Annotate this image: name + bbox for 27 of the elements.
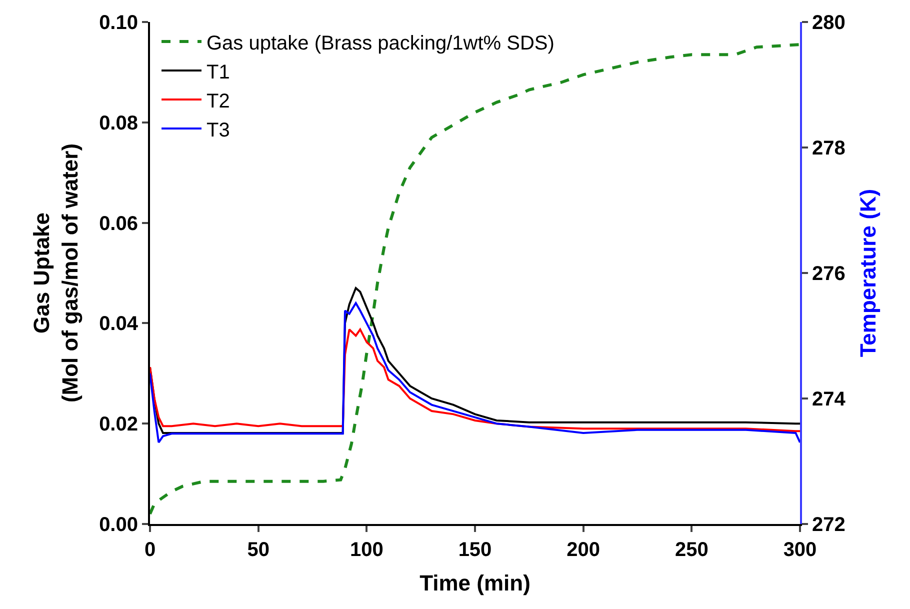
x-tick-label: 100 xyxy=(350,539,384,561)
y-tick-label: 0.02 xyxy=(99,414,138,436)
y-tick-label: 0.06 xyxy=(99,212,138,235)
line-series xyxy=(150,302,800,444)
y2-tick-label: 272 xyxy=(812,514,846,536)
y2-tick-label: 276 xyxy=(812,263,846,285)
x-tick-label: 0 xyxy=(144,539,156,561)
y-axis-title: Gas Uptake (Mol of gas/mol of water) xyxy=(28,143,82,403)
legend-label: T2 xyxy=(206,90,230,112)
y2-tick-label: 274 xyxy=(812,388,846,410)
legend-label: T1 xyxy=(206,61,230,84)
x-tick-label: 50 xyxy=(247,539,270,561)
y-tick-label: 0.00 xyxy=(99,514,138,536)
y-tick-label: 0.08 xyxy=(99,112,138,134)
y2-tick-label: 278 xyxy=(812,138,846,160)
legend-label: Gas uptake (Brass packing/1wt% SDS) xyxy=(206,32,554,54)
y2-tick-label: 280 xyxy=(812,12,846,34)
y-tick-label: 0.04 xyxy=(99,313,139,336)
x-axis-title: Time (min) xyxy=(420,570,530,596)
legend-label: T3 xyxy=(206,119,230,142)
line-series xyxy=(150,328,800,432)
x-tick-label: 150 xyxy=(458,539,492,561)
x-tick-label: 300 xyxy=(783,539,817,561)
x-tick-label: 200 xyxy=(566,539,600,561)
x-tick-label: 250 xyxy=(674,539,708,561)
y-tick-label: 0.10 xyxy=(99,12,138,34)
y2-axis-title: Temperature (K) xyxy=(856,188,881,358)
